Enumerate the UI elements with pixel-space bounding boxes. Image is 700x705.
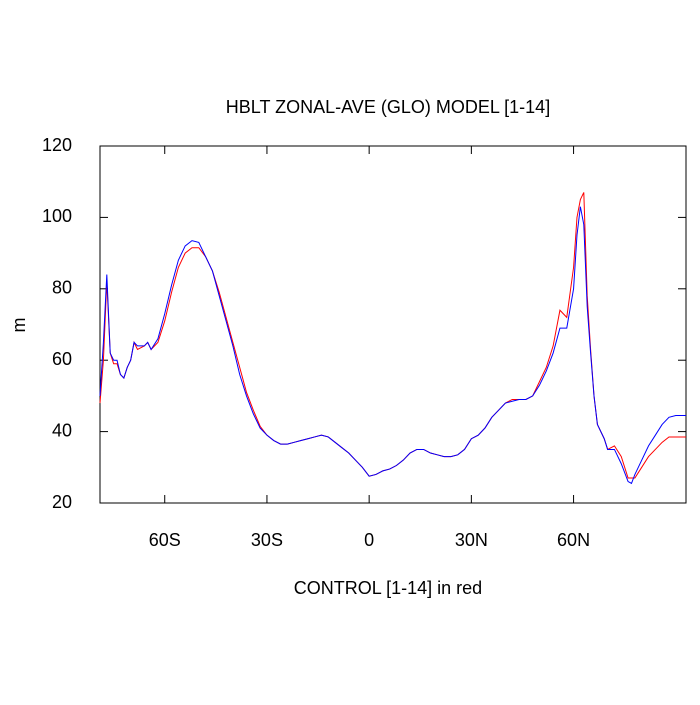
x-tick-label: 0 [364,530,374,550]
y-tick-label: 120 [42,135,72,155]
y-tick-label: 20 [52,492,72,512]
x-axis-label: CONTROL [1-14] in red [294,578,482,598]
y-tick-label: 60 [52,349,72,369]
y-tick-label: 80 [52,278,72,298]
y-tick-label: 100 [42,206,72,226]
x-tick-label: 30N [455,530,488,550]
x-tick-label: 60S [149,530,181,550]
y-tick-label: 40 [52,420,72,440]
chart-title: HBLT ZONAL-AVE (GLO) MODEL [1-14] [226,97,550,117]
y-axis-label: m [9,318,29,333]
x-tick-label: 60N [557,530,590,550]
x-tick-label: 30S [251,530,283,550]
plot-frame [99,145,687,504]
series-line [99,206,686,485]
series-line [99,192,686,479]
